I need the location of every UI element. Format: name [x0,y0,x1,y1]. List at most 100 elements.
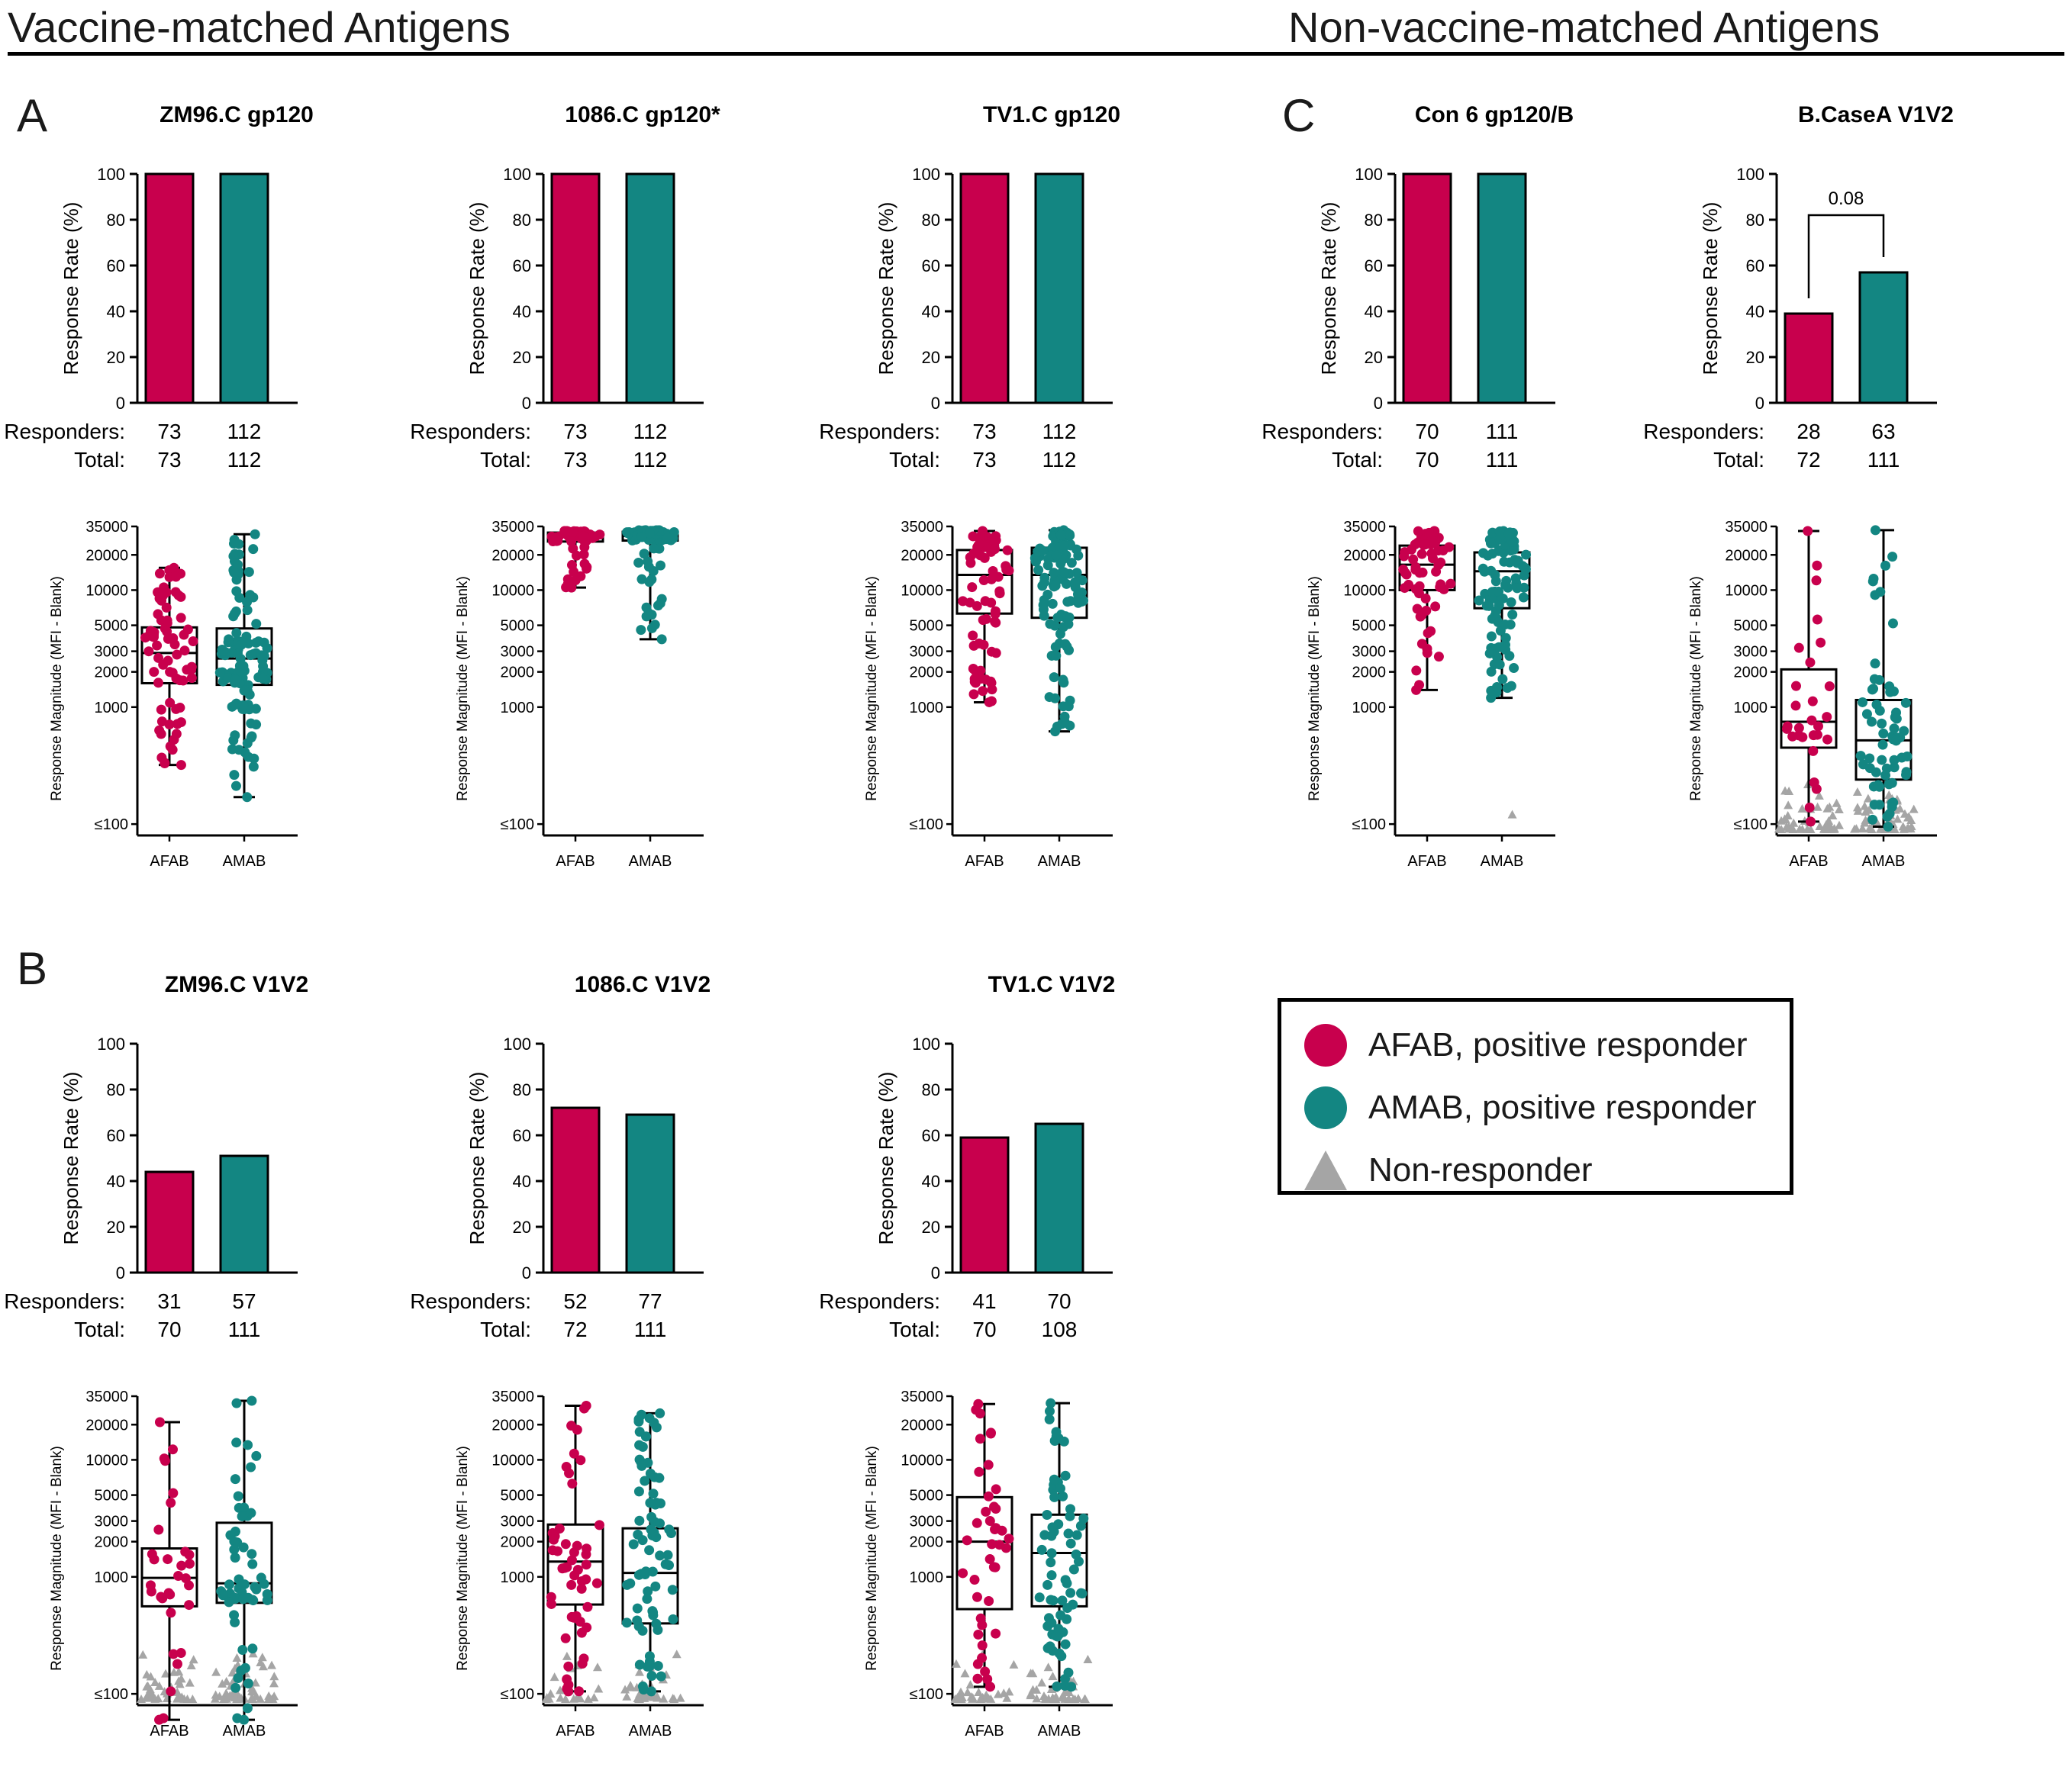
1086c-v1v2-point-amab-53 [651,1422,662,1433]
1086c-v1v2-mag-xlabel-afab: AFAB [556,1723,595,1740]
1086c-v1v2-point-afab-51 [560,1633,571,1643]
con6-gp120b-point-afab-57 [1406,544,1416,555]
zm96c-v1v2-nonresponder-afab-35 [153,1694,163,1703]
1086c-v1v2-point-amab-75 [654,1472,665,1483]
zm96c-gp120-responders-afab: 73 [157,420,181,443]
zm96c-gp120-bar-afab [144,172,195,404]
zm96c-v1v2-point-amab-27 [246,1508,256,1518]
con6-gp120b-point-afab-30 [1423,628,1433,639]
con6-gp120b-mag-tick-label-4: 5000 [1352,618,1387,635]
tv1c-v1v2-nonresponder-afab-26 [974,1688,984,1697]
con6-gp120b-mag-ylabel: Response Magnitude (MFI - Blank) [1307,576,1323,801]
zm96c-gp120-point-afab-62 [170,587,181,597]
1086c-v1v2-nonresponder-afab-8 [592,1662,602,1672]
con6-gp120b-point-afab-15 [1414,680,1425,690]
tv1c-v1v2-point-amab-54 [1065,1588,1076,1598]
tv1c-v1v2-nonresponder-amab-5 [1037,1678,1047,1687]
zm96c-gp120-point-amab-86 [234,539,244,549]
tv1c-gp120-bar-afab [959,172,1010,404]
tv1c-gp120-point-amab-90 [1072,589,1083,600]
bcasea-v1v2-mag-tick-label-5: 10000 [1725,582,1767,599]
tv1c-v1v2-mag-xlabel-amab: AMAB [1038,1723,1081,1740]
tv1c-v1v2-rate-tick-label-1: 20 [922,1218,940,1237]
bcasea-v1v2-rate-ylabel: Response Rate (%) [1699,202,1722,375]
zm96c-v1v2-rate-tick-label-5: 100 [97,1035,125,1054]
zm96c-gp120-point-afab-43 [163,655,173,666]
tv1c-v1v2-mag-tick-label-1: 1000 [910,1569,944,1586]
1086c-v1v2-point-afab-26 [566,1421,577,1431]
zm96c-v1v2-nonresponder-amab-43 [250,1678,260,1687]
1086c-v1v2-point-amab-76 [636,1409,646,1420]
tv1c-v1v2-nonresponder-afab-21 [955,1687,965,1696]
bcasea-v1v2-nonresponder-amab-3 [1860,801,1870,810]
con6-gp120b-point-amab-100 [1500,644,1511,655]
1086c-gp120-mag-tick-label-5: 10000 [491,582,534,599]
1086c-v1v2-point-amab-23 [634,1515,645,1526]
1086c-v1v2-bar-amab [625,1113,675,1274]
bcasea-v1v2-point-afab-21 [1822,734,1833,745]
zm96c-v1v2-responders-label: Responders: [4,1289,125,1313]
1086c-gp120-mag-tick-label-6: 20000 [491,547,534,564]
bcasea-v1v2-point-afab-19 [1816,637,1826,648]
tv1c-gp120-point-afab-40 [978,639,989,650]
con6-gp120b-total-afab: 70 [1415,448,1439,472]
panel-letter-b: B [17,943,48,994]
zm96c-gp120-point-afab-71 [182,624,193,635]
tv1c-v1v2-point-afab-23 [974,1466,984,1477]
zm96c-gp120-mag-tick-label-1: 1000 [95,700,129,716]
tv1c-v1v2-title: TV1.C V1V2 [988,972,1116,997]
tv1c-gp120-rate-tick-label-1: 20 [922,348,940,367]
bcasea-v1v2-point-amab-43 [1881,763,1892,774]
con6-gp120b-point-amab-92 [1497,593,1508,603]
con6-gp120b-mag-tick-label-3: 3000 [1352,644,1387,661]
tv1c-gp120-mag-tick-label-6: 20000 [901,547,943,564]
zm96c-gp120-mag-tick-label-5: 10000 [85,582,128,599]
tv1c-gp120-point-afab-6 [968,640,979,651]
1086c-v1v2-nonresponder-afab-13 [562,1651,572,1660]
1086c-v1v2-point-amab-59 [642,1594,653,1604]
bcasea-v1v2-point-afab-9 [1812,560,1822,571]
1086c-gp120-responders-amab: 112 [633,420,668,443]
zm96c-v1v2-point-amab-47 [232,1713,243,1724]
tv1c-v1v2-point-afab-4 [973,1629,984,1640]
1086c-gp120-mag-tick-label-3: 3000 [501,644,535,661]
zm96c-gp120-mag-tick-label-4: 5000 [95,618,129,635]
zm96c-gp120-point-amab-0 [242,792,253,803]
1086c-v1v2-point-afab-38 [576,1627,587,1638]
con6-gp120b-point-amab-70 [1500,632,1511,643]
1086c-v1v2-nonresponder-amab-32 [640,1693,649,1702]
tv1c-v1v2-rate-tick-label-4: 80 [922,1080,940,1099]
amab-dot-icon [1304,1086,1347,1129]
tv1c-v1v2-point-amab-43 [1051,1427,1062,1437]
1086c-v1v2-rate-ylabel: Response Rate (%) [466,1072,488,1245]
bcasea-v1v2-nonresponder-amab-40 [1853,806,1863,815]
1086c-v1v2-mag-xlabel-amab: AMAB [629,1723,672,1740]
tv1c-v1v2-rate-ylabel: Response Rate (%) [875,1072,897,1245]
bcasea-v1v2-point-afab-1 [1803,526,1813,536]
zm96c-v1v2-nonresponder-amab-42 [247,1687,257,1696]
bcasea-v1v2-point-amab-38 [1889,755,1900,765]
zm96c-v1v2-point-amab-38 [218,1590,228,1601]
tv1c-v1v2-responders-afab: 41 [972,1289,996,1313]
bcasea-v1v2-point-amab-54 [1858,697,1868,707]
zm96c-gp120-total-amab: 112 [227,448,262,472]
1086c-v1v2-rate-tick-label-5: 100 [503,1035,531,1054]
tv1c-v1v2-point-afab-24 [985,1427,996,1438]
con6-gp120b-mag-tick-label-6: 20000 [1343,547,1386,564]
1086c-v1v2-rate-tick-label-1: 20 [513,1218,531,1237]
zm96c-v1v2-point-afab-3 [166,1498,176,1508]
1086c-gp120-point-amab-94 [644,577,655,587]
zm96c-gp120-point-afab-48 [164,719,175,730]
tv1c-gp120-rate-tick-label-0: 0 [931,394,940,413]
zm96c-gp120-point-amab-107 [236,639,247,650]
tv1c-v1v2-mag-tick-label-6: 20000 [901,1417,943,1434]
con6-gp120b-point-afab-28 [1411,665,1422,676]
1086c-gp120-point-afab-55 [590,531,601,542]
bcasea-v1v2-point-amab-33 [1877,718,1887,729]
con6-gp120b-point-afab-61 [1421,605,1432,616]
bcasea-v1v2-mag-tick-label-6: 20000 [1725,547,1767,564]
tv1c-v1v2-point-amab-30 [1055,1610,1066,1621]
tv1c-v1v2-nonresponder-amab-6 [1043,1662,1053,1672]
tv1c-gp120-point-amab-100 [1031,556,1042,567]
tv1c-gp120-point-afab-63 [1002,545,1013,555]
